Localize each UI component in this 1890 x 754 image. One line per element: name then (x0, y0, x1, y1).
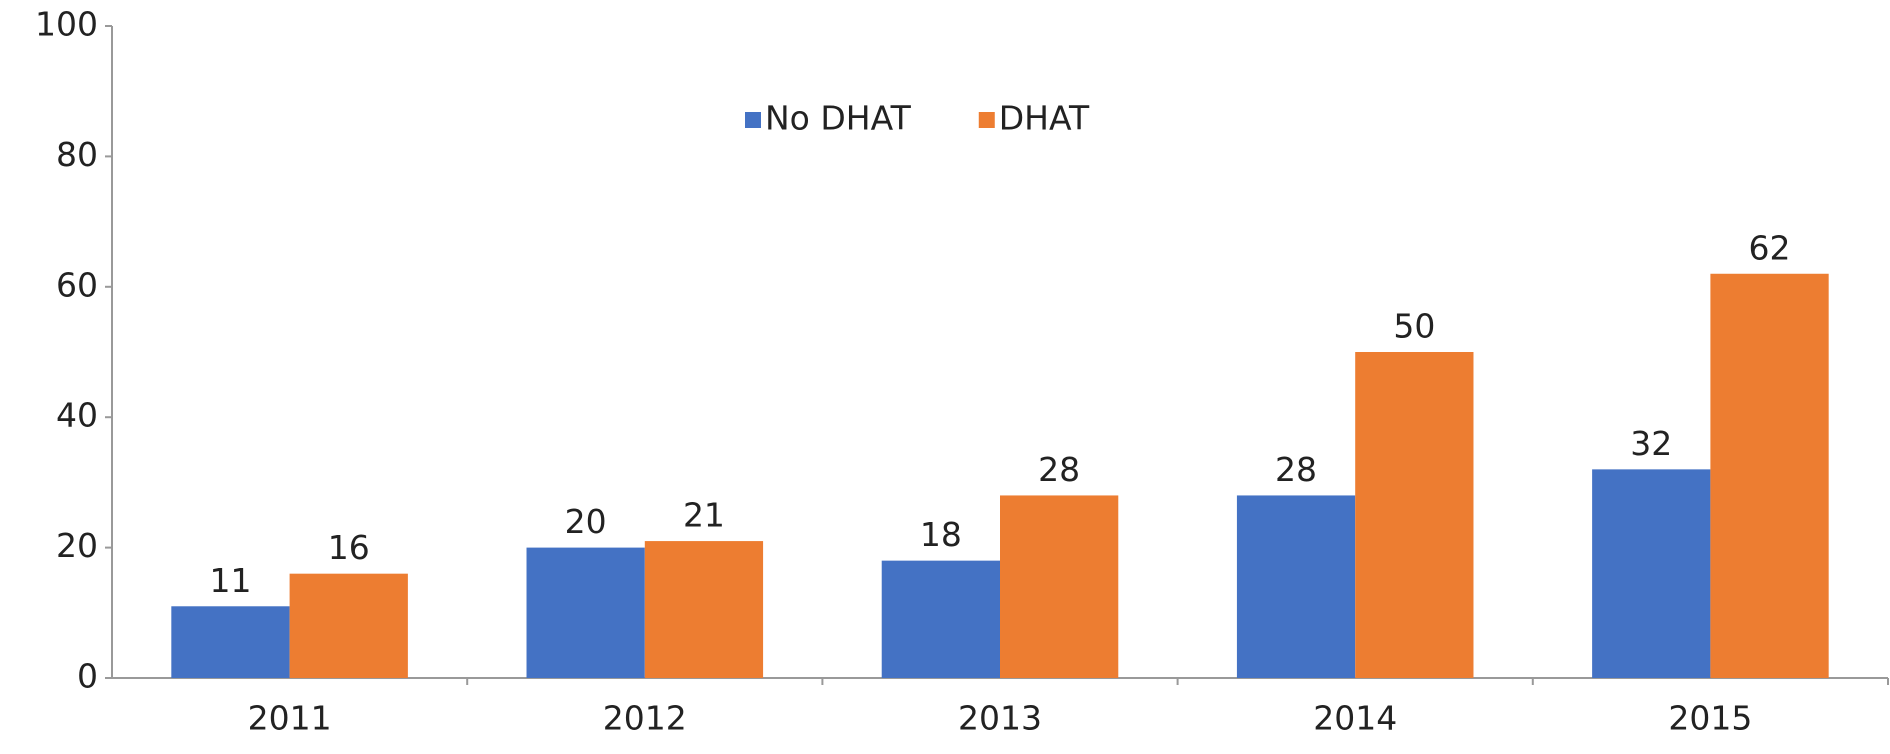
value-label: 18 (920, 515, 962, 554)
bar (526, 547, 645, 678)
value-label: 32 (1630, 424, 1672, 463)
bar (289, 573, 408, 678)
x-tick-label: 2012 (603, 699, 687, 738)
legend-label: DHAT (999, 99, 1090, 138)
value-label: 28 (1038, 450, 1080, 489)
value-label: 50 (1393, 307, 1435, 346)
value-label: 62 (1749, 228, 1791, 267)
x-tick-label: 2013 (958, 699, 1042, 738)
y-tick-label: 60 (56, 265, 98, 304)
y-tick-label: 40 (56, 396, 98, 435)
y-tick-label: 0 (77, 657, 98, 696)
x-tick-label: 2014 (1313, 699, 1397, 738)
legend-swatch (745, 112, 761, 128)
bar (1000, 495, 1119, 678)
y-tick-label: 20 (56, 526, 98, 565)
bar (881, 560, 1000, 678)
legend-swatch (978, 112, 995, 128)
bar (1710, 273, 1829, 678)
legend-label: No DHAT (765, 99, 912, 138)
bar (1355, 352, 1474, 678)
value-label: 11 (209, 561, 251, 600)
value-label: 28 (1275, 450, 1317, 489)
bar (171, 606, 290, 678)
x-tick-label: 2015 (1668, 699, 1752, 738)
x-tick-label: 2011 (248, 699, 332, 738)
bar (644, 541, 764, 678)
value-label: 16 (328, 528, 370, 567)
y-tick-label: 80 (56, 135, 98, 174)
bar (1236, 495, 1356, 678)
bar (1592, 469, 1711, 678)
value-label: 20 (565, 502, 607, 541)
y-tick-label: 100 (35, 5, 98, 44)
value-label: 21 (683, 496, 725, 535)
